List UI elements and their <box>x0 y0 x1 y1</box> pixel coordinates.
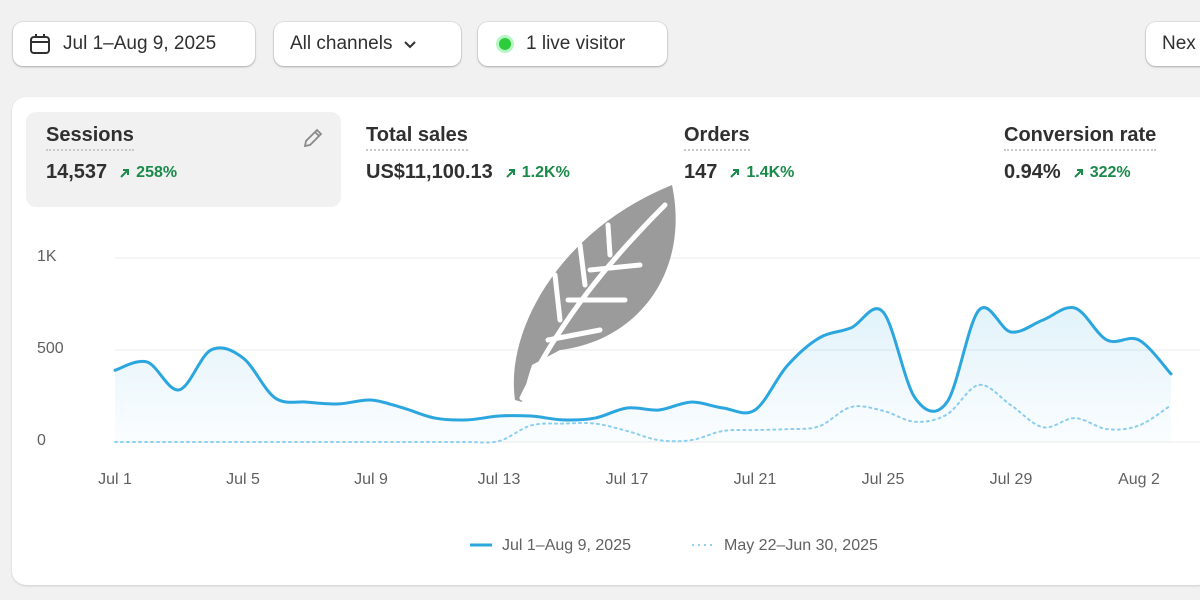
metric-label: Conversion rate <box>1004 124 1157 151</box>
metric-value: 147 <box>684 161 718 183</box>
next-button[interactable]: Nex <box>1146 22 1200 66</box>
edit-icon <box>303 128 323 148</box>
metric-change: 258% <box>119 164 177 182</box>
metric-tile[interactable]: Sessions 14,537 258% <box>26 112 341 207</box>
x-tick-label: Jul 25 <box>862 471 905 488</box>
x-tick-label: Jul 21 <box>734 471 777 488</box>
metric-change: 1.2K% <box>505 164 570 182</box>
next-text: Nex <box>1162 33 1196 54</box>
x-tick-label: Jul 5 <box>226 471 260 488</box>
metric-label: Orders <box>684 124 750 151</box>
up-arrow-shape <box>1074 168 1083 178</box>
calendar-icon <box>30 34 50 54</box>
metric-value: 14,537 <box>46 161 108 183</box>
up-arrow-shape <box>506 168 515 178</box>
metric-change: 322% <box>1073 164 1131 182</box>
metric-tile: Total sales US$11,100.13 1.2K% <box>346 112 661 207</box>
metric-row: 14,537 258% <box>46 161 321 184</box>
x-tick-label: Jul 17 <box>606 471 649 488</box>
metric-label: Total sales <box>366 124 468 151</box>
metric-tile: Orders 147 1.4K% <box>664 112 979 207</box>
y-tick-label: 500 <box>37 340 64 357</box>
up-arrow-icon <box>1074 168 1083 178</box>
series-area <box>115 307 1171 442</box>
metric-change-text: 258% <box>136 163 178 181</box>
metric-row: 147 1.4K% <box>684 161 959 184</box>
live-dot <box>496 35 514 53</box>
watermark-veins <box>519 202 668 401</box>
y-tick-label: 1K <box>37 248 57 265</box>
up-arrow-icon <box>730 168 740 178</box>
metric-change-text: 1.2K% <box>521 163 570 181</box>
channels-text: All channels <box>290 33 393 54</box>
live-visitor-button[interactable]: 1 live visitor <box>478 22 667 66</box>
metric-change-text: 322% <box>1089 163 1131 181</box>
edit-icon-shape <box>303 128 323 148</box>
x-tick-label: Jul 1 <box>98 471 132 488</box>
up-arrow-shape <box>730 168 740 178</box>
channels-button[interactable]: All channels <box>274 22 461 66</box>
series-line <box>113 305 1173 422</box>
up-arrow-icon <box>506 168 515 178</box>
metric-row: 0.94% 322% <box>1004 161 1200 184</box>
x-tick-label: Aug 2 <box>1118 471 1160 488</box>
chevron-icon <box>404 41 417 49</box>
metric-row: US$11,100.13 1.2K% <box>366 161 641 184</box>
metric-tile: Conversion rate 0.94% 322% <box>984 112 1200 207</box>
x-tick-label: Jul 13 <box>478 471 521 488</box>
metric-value: 0.94% <box>1004 161 1061 183</box>
metric-value: US$11,100.13 <box>366 161 493 183</box>
y-tick-label: 0 <box>37 432 46 449</box>
x-tick-label: Jul 29 <box>990 471 1033 488</box>
up-arrow-shape <box>120 168 130 178</box>
date-range-button[interactable]: Jul 1–Aug 9, 2025 <box>13 22 255 66</box>
metric-change: 1.4K% <box>729 164 794 182</box>
up-arrow-icon <box>120 168 130 178</box>
date-range-text: Jul 1–Aug 9, 2025 <box>63 33 217 54</box>
legend-label: May 22–Jun 30, 2025 <box>724 537 878 554</box>
legend-label: Jul 1–Aug 9, 2025 <box>502 537 631 554</box>
x-tick-label: Jul 9 <box>354 471 388 488</box>
metric-change-text: 1.4K% <box>746 163 795 181</box>
metric-label: Sessions <box>46 124 134 151</box>
live-visitor-text: 1 live visitor <box>526 33 626 54</box>
